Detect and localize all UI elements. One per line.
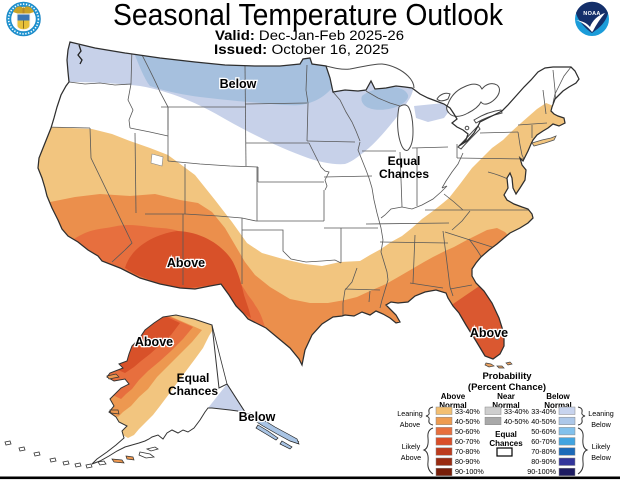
svg-text:Normal: Normal [439, 401, 467, 410]
svg-text:Above: Above [400, 420, 420, 429]
svg-text:Below: Below [220, 77, 257, 91]
svg-text:50-60%: 50-60% [531, 427, 556, 436]
svg-text:33-40%: 33-40% [531, 407, 556, 416]
svg-text:Above: Above [470, 326, 508, 340]
svg-text:Normal: Normal [492, 401, 520, 410]
svg-text:Above: Above [441, 392, 466, 401]
svg-text:90-100%: 90-100% [527, 467, 556, 476]
svg-text:Normal: Normal [544, 401, 572, 410]
svg-text:70-80%: 70-80% [455, 447, 480, 456]
svg-text:Likely: Likely [592, 442, 611, 451]
svg-text:60-70%: 60-70% [455, 437, 480, 446]
svg-text:Equal: Equal [177, 371, 210, 385]
svg-text:Leaning: Leaning [397, 409, 423, 418]
svg-text:Leaning: Leaning [588, 409, 614, 418]
svg-text:Seasonal Temperature Outlook: Seasonal Temperature Outlook [113, 0, 504, 32]
svg-text:60-70%: 60-70% [531, 437, 556, 446]
svg-text:33-40%: 33-40% [455, 407, 480, 416]
svg-text:Below: Below [591, 453, 611, 462]
svg-text:Issued: October 16, 2025: Issued: October 16, 2025 [214, 42, 389, 57]
svg-text:Near: Near [497, 392, 515, 401]
svg-text:70-80%: 70-80% [531, 447, 556, 456]
svg-text:Chances: Chances [168, 384, 218, 398]
svg-text:50-60%: 50-60% [455, 427, 480, 436]
svg-text:40-50%: 40-50% [504, 417, 529, 426]
svg-text:Equal: Equal [388, 154, 421, 168]
svg-text:Chances: Chances [489, 439, 523, 448]
svg-text:33-40%: 33-40% [504, 407, 529, 416]
svg-text:40-50%: 40-50% [531, 417, 556, 426]
svg-text:Chances: Chances [379, 167, 429, 181]
svg-text:Below: Below [591, 420, 611, 429]
svg-text:40-50%: 40-50% [455, 417, 480, 426]
svg-text:80-90%: 80-90% [531, 457, 556, 466]
svg-text:Probability: Probability [482, 371, 532, 382]
svg-text:(Percent Chance): (Percent Chance) [468, 382, 546, 393]
svg-text:Above: Above [401, 453, 421, 462]
svg-text:Equal: Equal [495, 430, 517, 439]
svg-text:NOAA: NOAA [583, 11, 600, 17]
svg-text:Likely: Likely [402, 442, 421, 451]
svg-text:90-100%: 90-100% [455, 467, 484, 476]
svg-text:Above: Above [135, 335, 173, 349]
svg-text:Above: Above [167, 256, 205, 270]
svg-text:Valid: Dec-Jan-Feb 2025-26: Valid: Dec-Jan-Feb 2025-26 [215, 28, 404, 43]
svg-text:80-90%: 80-90% [455, 457, 480, 466]
svg-text:Below: Below [239, 410, 276, 424]
svg-text:Below: Below [546, 392, 570, 401]
